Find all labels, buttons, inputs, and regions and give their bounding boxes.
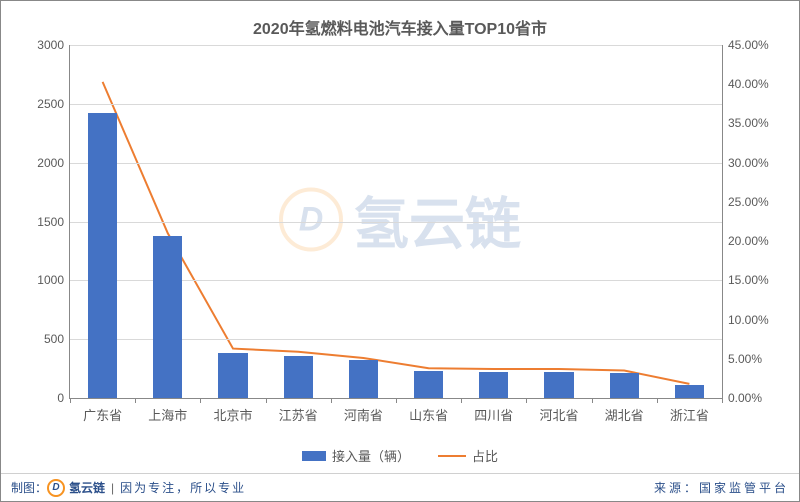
bar (675, 385, 704, 398)
y-left-tick-label: 0 (57, 391, 70, 405)
footer-source-prefix: 来源： (654, 481, 699, 495)
footer-maker-prefix: 制图： (11, 479, 47, 496)
grid-line (70, 45, 722, 46)
grid-line (70, 104, 722, 105)
bar (610, 373, 639, 398)
bar (218, 353, 247, 398)
x-category-label: 江苏省 (279, 398, 318, 424)
y-right-tick-label: 5.00% (722, 352, 762, 366)
y-right-tick-label: 30.00% (722, 156, 769, 170)
footer-brand: 氢云链 (69, 479, 105, 496)
x-tick (396, 398, 397, 403)
y-left-tick-label: 3000 (37, 38, 70, 52)
y-left-tick-label: 1000 (37, 273, 70, 287)
legend: 接入量（辆） 占比 (11, 446, 789, 465)
legend-item: 占比 (438, 446, 498, 465)
y-left-tick-label: 1500 (37, 215, 70, 229)
footer-logo-icon: D (47, 479, 65, 497)
x-tick (722, 398, 723, 403)
x-tick (657, 398, 658, 403)
legend-swatch-line (438, 455, 466, 457)
x-category-label: 上海市 (148, 398, 187, 424)
x-tick (331, 398, 332, 403)
bar (544, 372, 573, 398)
y-right-tick-label: 35.00% (722, 116, 769, 130)
footer-slogan: 因为专注，所以专业 (120, 479, 246, 496)
x-category-label: 河北省 (539, 398, 578, 424)
grid-line (70, 222, 722, 223)
y-right-tick-label: 15.00% (722, 273, 769, 287)
legend-swatch-bar (302, 451, 326, 461)
bar (349, 360, 378, 398)
x-category-label: 山东省 (409, 398, 448, 424)
x-tick (526, 398, 527, 403)
y-right-tick-label: 25.00% (722, 195, 769, 209)
x-tick (70, 398, 71, 403)
chart-area: 2020年氢燃料电池汽车接入量TOP10省市 D 氢云链 05001000150… (11, 7, 789, 469)
footer-separator: | (111, 481, 114, 495)
chart-title: 2020年氢燃料电池汽车接入量TOP10省市 (11, 15, 789, 39)
bar (414, 371, 443, 398)
y-right-tick-label: 0.00% (722, 391, 762, 405)
y-right-tick-label: 10.00% (722, 313, 769, 327)
legend-item: 接入量（辆） (302, 446, 410, 465)
y-left-tick-label: 2500 (37, 97, 70, 111)
grid-line (70, 163, 722, 164)
y-right-tick-label: 20.00% (722, 234, 769, 248)
x-category-label: 北京市 (213, 398, 252, 424)
y-left-tick-label: 500 (44, 332, 70, 346)
footer-source: 来源：国家监管平台 (654, 479, 789, 496)
bar (284, 356, 313, 398)
legend-label: 接入量（辆） (332, 446, 410, 465)
x-tick (200, 398, 201, 403)
x-category-label: 湖北省 (605, 398, 644, 424)
x-category-label: 浙江省 (670, 398, 709, 424)
plot-region: 0500100015002000250030000.00%5.00%10.00%… (69, 45, 723, 399)
chart-frame: 2020年氢燃料电池汽车接入量TOP10省市 D 氢云链 05001000150… (0, 0, 800, 502)
x-tick (266, 398, 267, 403)
x-category-label: 广东省 (83, 398, 122, 424)
x-category-label: 四川省 (474, 398, 513, 424)
x-category-label: 河南省 (344, 398, 383, 424)
y-left-tick-label: 2000 (37, 156, 70, 170)
legend-label: 占比 (472, 446, 498, 465)
y-right-tick-label: 45.00% (722, 38, 769, 52)
x-tick (461, 398, 462, 403)
bar (479, 372, 508, 398)
y-right-tick-label: 40.00% (722, 77, 769, 91)
x-tick (592, 398, 593, 403)
footer-bar: 制图： D 氢云链 | 因为专注，所以专业 来源：国家监管平台 (1, 473, 799, 501)
footer-source-name: 国家监管平台 (699, 481, 789, 495)
x-tick (135, 398, 136, 403)
bar (153, 236, 182, 398)
bar (88, 113, 117, 398)
